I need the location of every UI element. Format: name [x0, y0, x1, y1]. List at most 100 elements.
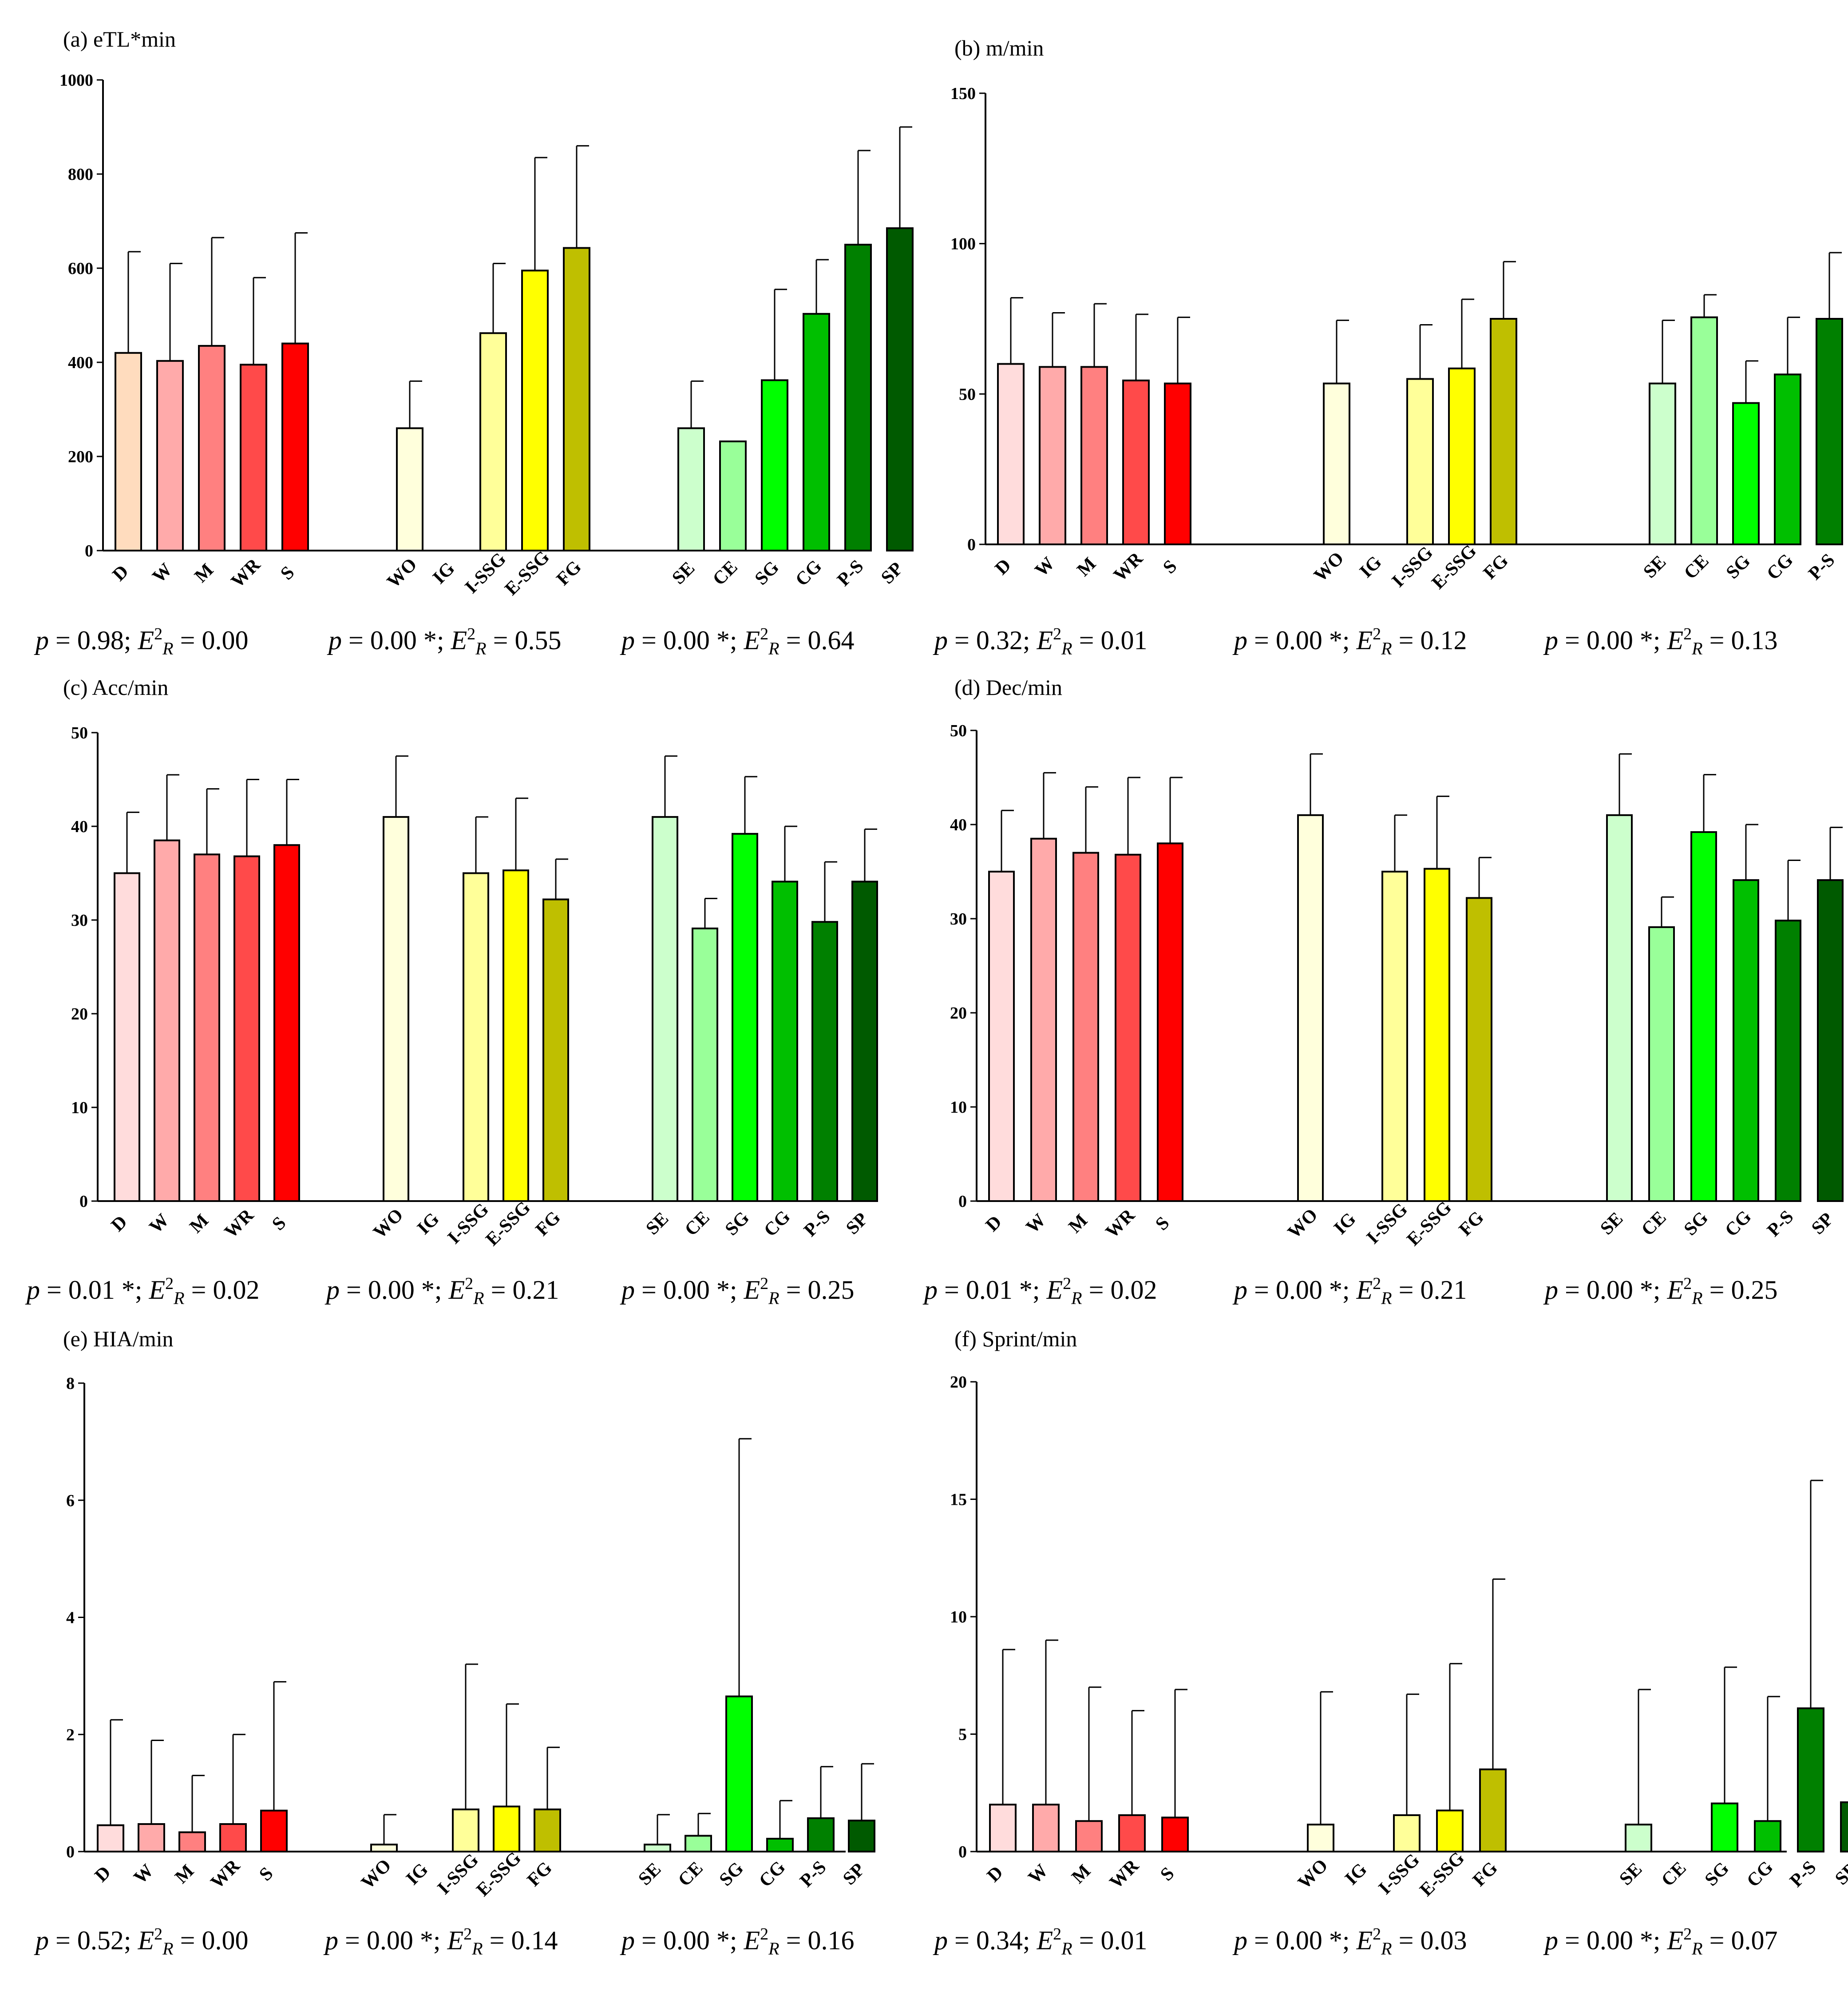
- bar: [1436, 1809, 1464, 1853]
- stat-text: p = 0.00 *; E2R = 0.16: [620, 1925, 854, 1959]
- x-tick-label: WO: [1284, 1205, 1322, 1242]
- x-tick-label: D: [107, 1212, 131, 1236]
- x-tick-label: FG: [523, 1858, 556, 1891]
- y-tick-label: 800: [68, 165, 93, 184]
- x-tick-label: WO: [1294, 1855, 1332, 1893]
- bar: [807, 1817, 835, 1853]
- y-tick-label: 15: [950, 1491, 967, 1509]
- bar: [1649, 382, 1676, 545]
- y-tick-label: 400: [68, 353, 93, 372]
- panel-title: (c) Acc/min: [63, 675, 168, 700]
- x-tick-label: W: [1031, 553, 1059, 581]
- x-tick-label: SP: [839, 1859, 869, 1889]
- x-tick-label: SP: [1831, 1859, 1848, 1889]
- x-tick-label: P-S: [1763, 1206, 1797, 1241]
- bar: [1816, 318, 1843, 545]
- x-tick-label: M: [191, 560, 218, 587]
- stat-text: p = 0.34; E2R = 0.01: [933, 1925, 1147, 1959]
- bar: [178, 1831, 206, 1853]
- x-tick-label: WR: [207, 1856, 244, 1893]
- bar: [1115, 853, 1141, 1202]
- y-tick-label: 0: [958, 1192, 967, 1211]
- y-tick-label: 0: [79, 1192, 88, 1211]
- x-tick-label: IG: [413, 1209, 443, 1238]
- y-tick-label: 8: [66, 1374, 75, 1393]
- x-tick-label: S: [1152, 1213, 1173, 1234]
- x-tick-label: CE: [1658, 1858, 1690, 1891]
- x-tick-label: D: [983, 1862, 1007, 1886]
- stat-text: p = 0.01 *; E2R = 0.02: [25, 1274, 259, 1308]
- x-tick-label: W: [1022, 1210, 1050, 1237]
- x-tick-label: D: [991, 555, 1015, 579]
- x-tick-label: E-SSG: [1428, 541, 1480, 593]
- y-tick-label: 200: [68, 448, 93, 466]
- x-tick-label: FG: [532, 1207, 565, 1240]
- y-tick-label: 50: [959, 385, 976, 404]
- bar: [240, 364, 267, 551]
- x-tick-label: WO: [369, 1205, 407, 1242]
- panel-title: (e) HIA/min: [63, 1326, 174, 1351]
- bar: [1393, 1814, 1421, 1852]
- bar: [1080, 366, 1108, 546]
- bar: [383, 816, 409, 1202]
- x-tick-label: CG: [755, 1857, 789, 1891]
- y-tick-label: 40: [950, 816, 967, 834]
- panel-c: (c) Acc/min 0 10 20 30 40 50 D W M WR Sp = 0.01 *; …: [25, 675, 878, 1308]
- x-tick-label: I-SSG: [461, 549, 510, 598]
- bar: [803, 313, 830, 551]
- stat-text: p = 0.00 *; E2R = 0.12: [1232, 625, 1467, 658]
- bar: [1797, 1707, 1824, 1853]
- x-tick-label: W: [146, 1210, 173, 1237]
- y-tick-label: 5: [958, 1725, 967, 1744]
- x-tick-label: D: [109, 561, 133, 585]
- x-tick-label: FG: [553, 557, 586, 590]
- bar: [1297, 814, 1324, 1202]
- y-tick-label: 2: [66, 1725, 75, 1744]
- stat-text: p = 0.52; E2R = 0.00: [34, 1925, 248, 1959]
- stat-text: p = 0.00 *; E2R = 0.13: [1543, 625, 1777, 658]
- x-tick-label: S: [1156, 1863, 1178, 1885]
- bar: [886, 227, 914, 551]
- bar: [273, 844, 300, 1202]
- x-tick-label: SG: [1722, 551, 1754, 583]
- bar: [1625, 1824, 1652, 1853]
- bar: [772, 880, 798, 1202]
- x-tick-label: E-SSG: [482, 1198, 534, 1250]
- y-tick-label: 10: [71, 1099, 88, 1117]
- x-tick-label: M: [1065, 1210, 1092, 1237]
- x-tick-label: CE: [1680, 551, 1713, 583]
- bar: [1032, 1804, 1060, 1852]
- bar: [396, 427, 423, 552]
- x-tick-label: SG: [721, 1208, 753, 1240]
- x-tick-label: SE: [1596, 1208, 1627, 1239]
- bar: [1775, 920, 1801, 1202]
- bar: [493, 1805, 520, 1853]
- x-tick-label: IG: [402, 1859, 432, 1889]
- x-tick-label: D: [91, 1862, 115, 1886]
- y-tick-label: 20: [71, 1005, 88, 1023]
- stat-text: p = 0.00 *; E2R = 0.55: [327, 625, 561, 658]
- x-tick-label: E-SSG: [501, 547, 554, 599]
- bar: [988, 871, 1015, 1202]
- bar: [1075, 1820, 1103, 1852]
- y-tick-label: 10: [950, 1608, 967, 1626]
- y-tick-label: 6: [66, 1491, 75, 1510]
- x-tick-label: P-S: [800, 1206, 834, 1241]
- bar: [1448, 367, 1476, 545]
- x-tick-label: WO: [357, 1855, 395, 1893]
- bar: [719, 440, 747, 552]
- bar: [989, 1804, 1017, 1852]
- bar: [685, 1835, 712, 1852]
- y-tick-label: 50: [950, 722, 967, 740]
- bar: [1161, 1816, 1189, 1852]
- bar: [542, 898, 569, 1202]
- x-tick-label: SG: [716, 1858, 748, 1890]
- bar: [1406, 378, 1434, 545]
- x-tick-label: I-SSG: [1363, 1199, 1412, 1248]
- bar: [1817, 879, 1844, 1202]
- x-tick-label: SP: [877, 558, 907, 588]
- x-tick-label: WR: [1102, 1205, 1139, 1242]
- bar: [652, 816, 678, 1202]
- x-tick-label: P-S: [1786, 1857, 1820, 1891]
- x-tick-label: P-S: [833, 556, 867, 590]
